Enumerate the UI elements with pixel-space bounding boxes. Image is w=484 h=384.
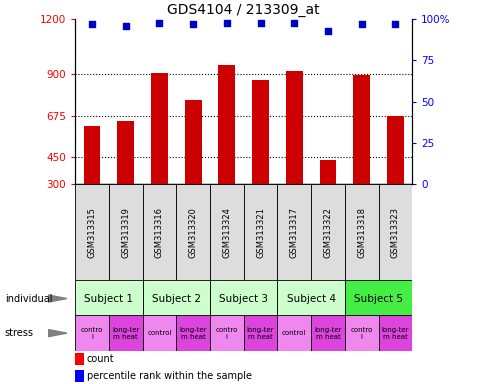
- Bar: [142, 280, 210, 317]
- Text: Subject 1: Subject 1: [84, 293, 133, 304]
- Text: long-ter
m heat: long-ter m heat: [314, 327, 341, 339]
- Bar: [108, 184, 142, 280]
- Bar: [108, 315, 142, 351]
- Text: long-ter
m heat: long-ter m heat: [112, 327, 139, 339]
- Point: [391, 21, 398, 27]
- Text: stress: stress: [5, 328, 34, 338]
- Point: [121, 23, 129, 29]
- Text: long-ter
m heat: long-ter m heat: [246, 327, 274, 339]
- Bar: [75, 370, 83, 382]
- Bar: [117, 121, 134, 184]
- Text: GSM313323: GSM313323: [390, 207, 399, 258]
- Point: [88, 21, 96, 27]
- Point: [323, 28, 331, 34]
- Bar: [75, 184, 109, 280]
- Bar: [285, 71, 302, 184]
- Text: GSM313319: GSM313319: [121, 207, 130, 258]
- Bar: [344, 184, 378, 280]
- Text: long-ter
m heat: long-ter m heat: [381, 327, 408, 339]
- Bar: [386, 116, 403, 184]
- Bar: [277, 280, 344, 317]
- Text: GSM313318: GSM313318: [356, 207, 365, 258]
- Point: [223, 20, 230, 26]
- Bar: [277, 315, 310, 351]
- Bar: [319, 161, 336, 184]
- Bar: [310, 315, 344, 351]
- Text: individual: individual: [5, 293, 52, 304]
- Text: Subject 2: Subject 2: [151, 293, 200, 304]
- Bar: [75, 315, 109, 351]
- Bar: [344, 315, 378, 351]
- Text: GSM313315: GSM313315: [87, 207, 96, 258]
- Text: contro
l: contro l: [350, 327, 372, 339]
- Bar: [243, 315, 277, 351]
- Text: GSM313320: GSM313320: [188, 207, 197, 258]
- Polygon shape: [47, 329, 67, 337]
- Text: percentile rank within the sample: percentile rank within the sample: [87, 371, 252, 381]
- Bar: [252, 80, 269, 184]
- Bar: [210, 184, 243, 280]
- Bar: [75, 280, 142, 317]
- Bar: [142, 315, 176, 351]
- Text: contro
l: contro l: [81, 327, 103, 339]
- Bar: [142, 184, 176, 280]
- Polygon shape: [47, 295, 67, 302]
- Bar: [243, 184, 277, 280]
- Bar: [310, 184, 344, 280]
- Text: long-ter
m heat: long-ter m heat: [179, 327, 207, 339]
- Bar: [277, 184, 310, 280]
- Text: Subject 3: Subject 3: [219, 293, 268, 304]
- Text: control: control: [147, 330, 171, 336]
- Bar: [378, 184, 411, 280]
- Bar: [210, 280, 277, 317]
- Bar: [176, 184, 210, 280]
- Text: control: control: [282, 330, 306, 336]
- Text: GSM313322: GSM313322: [323, 207, 332, 258]
- Bar: [352, 75, 369, 184]
- Bar: [151, 73, 167, 184]
- Bar: [378, 315, 411, 351]
- Bar: [75, 353, 83, 365]
- Point: [189, 21, 197, 27]
- Bar: [344, 280, 411, 317]
- Point: [290, 20, 298, 26]
- Text: Subject 5: Subject 5: [353, 293, 402, 304]
- Bar: [184, 100, 201, 184]
- Text: Subject 4: Subject 4: [286, 293, 335, 304]
- Text: GSM313316: GSM313316: [154, 207, 164, 258]
- Point: [155, 20, 163, 26]
- Title: GDS4104 / 213309_at: GDS4104 / 213309_at: [167, 3, 319, 17]
- Bar: [210, 315, 243, 351]
- Point: [357, 21, 365, 27]
- Text: GSM313324: GSM313324: [222, 207, 231, 258]
- Bar: [218, 65, 235, 184]
- Point: [256, 20, 264, 26]
- Text: GSM313321: GSM313321: [256, 207, 265, 258]
- Text: count: count: [87, 354, 114, 364]
- Text: contro
l: contro l: [215, 327, 238, 339]
- Text: GSM313317: GSM313317: [289, 207, 298, 258]
- Bar: [83, 126, 100, 184]
- Bar: [176, 315, 210, 351]
